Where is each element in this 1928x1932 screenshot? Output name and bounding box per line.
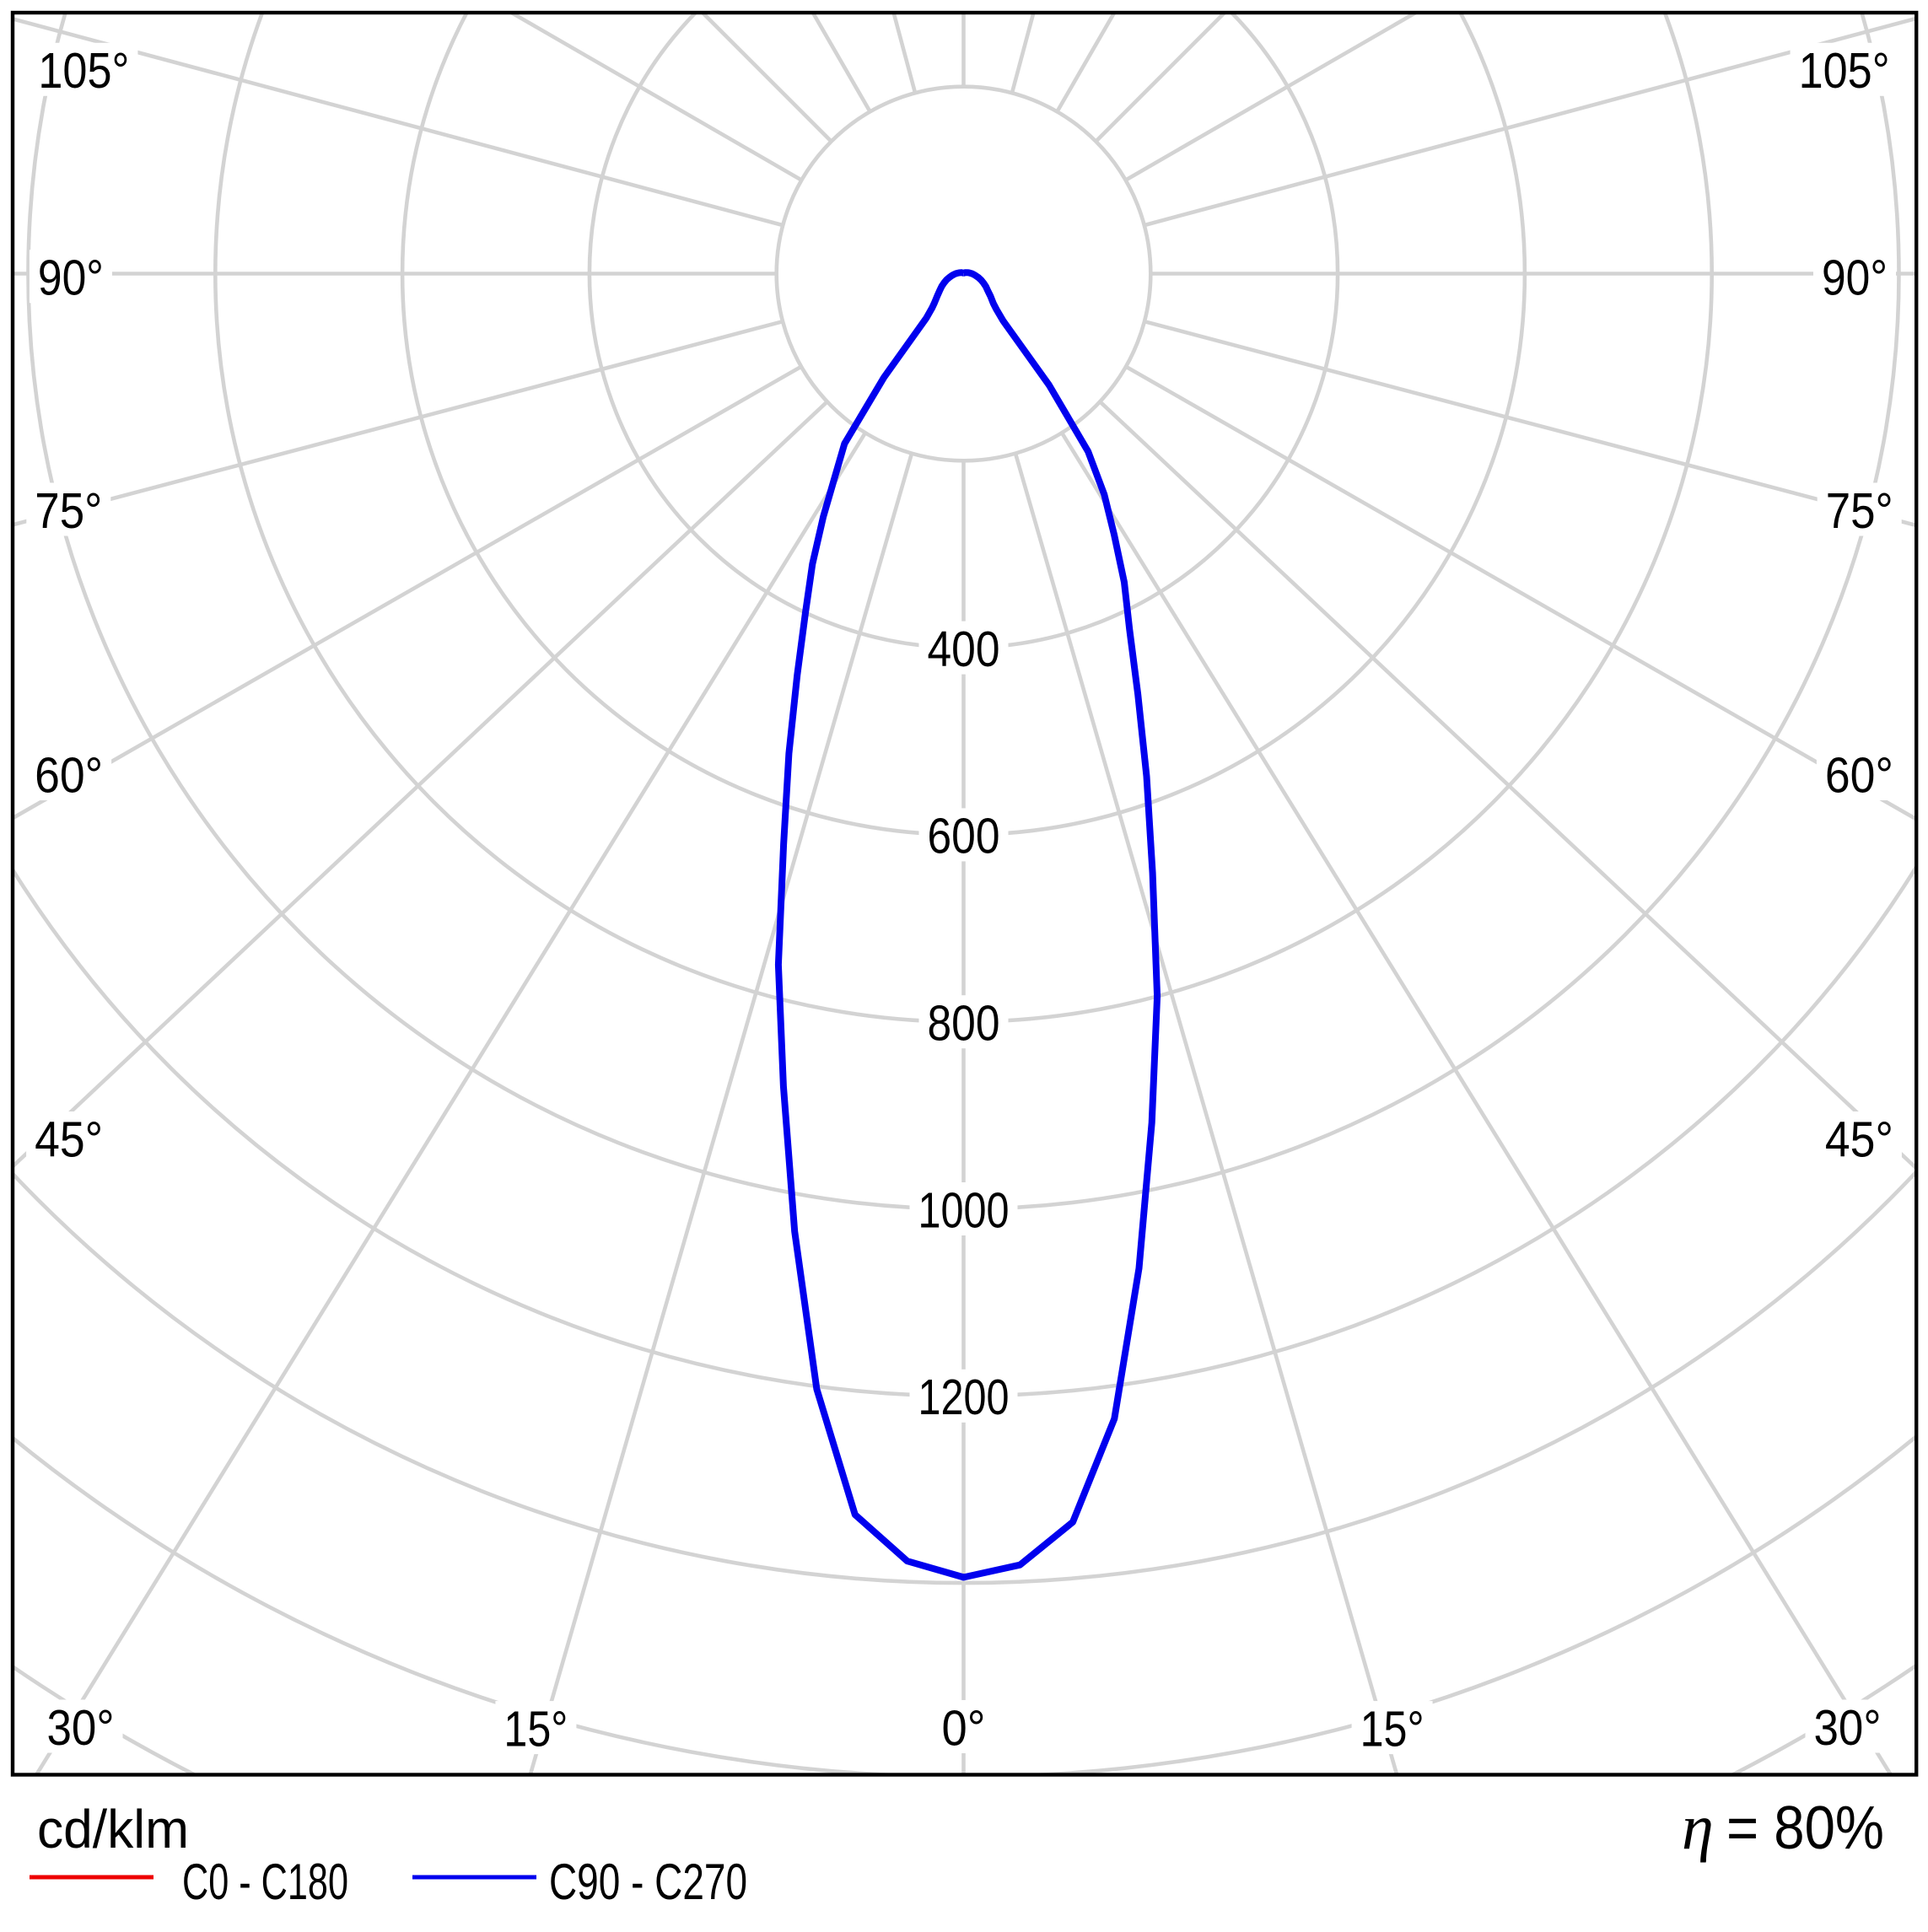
- svg-text:= 80%: = 80%: [1726, 1795, 1884, 1862]
- svg-text:45°: 45°: [1825, 1111, 1893, 1167]
- svg-text:15°: 15°: [1360, 1701, 1424, 1757]
- svg-text:45°: 45°: [35, 1111, 103, 1167]
- svg-text:800: 800: [928, 996, 1000, 1052]
- svg-text:90°: 90°: [1822, 250, 1888, 306]
- svg-text:105°: 105°: [38, 43, 129, 99]
- svg-text:1200: 1200: [918, 1370, 1010, 1425]
- svg-text:75°: 75°: [35, 483, 102, 539]
- svg-text:1000: 1000: [918, 1182, 1010, 1238]
- svg-text:C90 - C270: C90 - C270: [549, 1854, 747, 1910]
- svg-text:60°: 60°: [1825, 747, 1893, 803]
- svg-text:105°: 105°: [1799, 43, 1890, 99]
- svg-text:C0 - C180: C0 - C180: [182, 1854, 348, 1910]
- svg-text:30°: 30°: [1814, 1700, 1882, 1756]
- svg-text:0°: 0°: [942, 1700, 986, 1756]
- svg-text:cd/klm: cd/klm: [37, 1799, 189, 1859]
- svg-text:400: 400: [928, 622, 1000, 677]
- svg-text:60°: 60°: [35, 747, 103, 803]
- svg-text:75°: 75°: [1826, 483, 1893, 539]
- svg-text:15°: 15°: [504, 1701, 568, 1757]
- svg-text:30°: 30°: [47, 1700, 115, 1756]
- svg-text:90°: 90°: [38, 250, 104, 306]
- svg-text:600: 600: [928, 809, 1000, 864]
- svg-text:η: η: [1682, 1792, 1714, 1863]
